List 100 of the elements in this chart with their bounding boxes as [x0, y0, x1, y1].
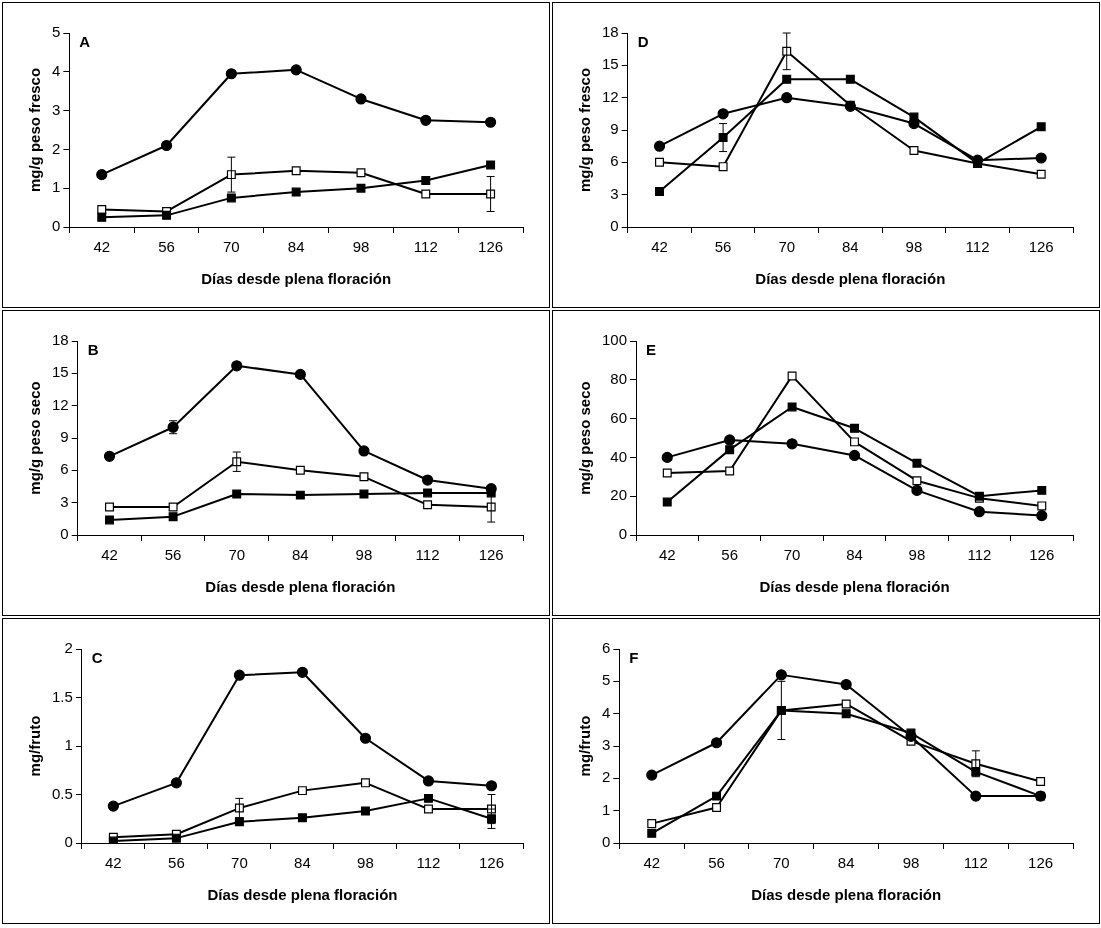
x-tick-label: 112 — [416, 854, 441, 872]
y-tick-label: 6 — [602, 639, 611, 657]
point — [297, 813, 307, 823]
y-tick-label: 9 — [60, 428, 69, 446]
point — [421, 474, 434, 486]
annotation: C — [91, 648, 103, 666]
x-axis-title: Días desde plena floración — [751, 886, 942, 904]
x-tick-label: 84 — [846, 546, 863, 564]
point — [661, 451, 673, 463]
y-tick-label: 40 — [610, 447, 628, 465]
y-tick-label: 1 — [602, 800, 611, 818]
x-tick-label: 42 — [643, 854, 661, 872]
point — [423, 804, 433, 814]
point — [646, 769, 658, 781]
point — [290, 64, 302, 76]
y-tick-label: 3 — [602, 736, 611, 754]
point — [296, 666, 309, 678]
point — [1036, 122, 1046, 132]
y-tick-label: 12 — [602, 87, 619, 105]
x-tick-label: 56 — [158, 238, 175, 256]
point — [168, 512, 178, 522]
point — [225, 68, 237, 80]
point — [359, 732, 372, 744]
point — [105, 502, 114, 512]
point — [421, 189, 431, 199]
x-tick-label: 84 — [842, 238, 859, 256]
x-tick-label: 98 — [905, 238, 923, 256]
x-tick-label: 70 — [778, 238, 796, 256]
x-tick-label: 98 — [908, 546, 926, 564]
point — [850, 437, 859, 447]
point — [655, 186, 664, 196]
x-axis-title: Días desde plena floración — [759, 578, 950, 596]
point — [662, 468, 672, 478]
x-tick-label: 84 — [292, 546, 309, 564]
point — [422, 775, 435, 787]
x-tick-label: 42 — [93, 238, 111, 256]
x-tick-label: 56 — [168, 854, 185, 872]
x-tick-label: 42 — [101, 546, 118, 564]
x-tick-label: 98 — [902, 854, 920, 872]
x-tick-label: 98 — [355, 546, 373, 564]
point — [232, 489, 242, 499]
point — [725, 445, 735, 455]
point — [234, 817, 244, 827]
point — [841, 699, 851, 709]
x-axis-title: Días desde plena floración — [207, 886, 398, 904]
point — [295, 465, 305, 475]
y-tick-label: 4 — [52, 61, 61, 79]
point — [162, 210, 172, 220]
point — [360, 806, 370, 816]
annotation: D — [637, 32, 649, 50]
x-tick-label: 126 — [1028, 238, 1054, 256]
point — [485, 780, 498, 792]
y-tick-label: 2 — [52, 139, 61, 157]
point — [1037, 501, 1047, 511]
point — [423, 500, 433, 510]
x-tick-label: 56 — [164, 546, 182, 564]
y-tick-label: 15 — [602, 55, 619, 73]
point — [171, 833, 181, 843]
y-tick-label: 18 — [52, 331, 69, 349]
y-tick-label: 6 — [610, 152, 619, 170]
point — [487, 814, 496, 824]
point — [725, 466, 735, 476]
point — [168, 502, 178, 512]
point — [297, 786, 307, 796]
x-tick-label: 98 — [357, 854, 374, 872]
point — [107, 800, 119, 812]
point — [840, 678, 852, 691]
point — [647, 819, 657, 829]
point — [724, 434, 736, 446]
x-axis-title: Días desde plena floración — [755, 270, 946, 288]
point — [170, 777, 182, 789]
annotation: B — [87, 340, 99, 358]
x-tick-label: 70 — [223, 238, 240, 256]
y-tick-label: 100 — [602, 331, 628, 349]
x-tick-label: 126 — [478, 238, 504, 256]
x-tick-label: 42 — [651, 238, 668, 256]
x-tick-label: 126 — [1029, 546, 1055, 564]
point — [356, 183, 366, 193]
point — [103, 450, 116, 462]
point — [423, 488, 433, 498]
x-tick-label: 84 — [294, 854, 311, 872]
x-tick-label: 42 — [105, 854, 122, 872]
point — [359, 472, 369, 482]
point — [359, 489, 369, 499]
point — [712, 791, 722, 801]
x-tick-label: 112 — [965, 238, 990, 256]
point — [358, 445, 370, 457]
point — [1036, 777, 1046, 787]
point — [1035, 152, 1047, 164]
point — [662, 497, 672, 507]
y-tick-label: 0.5 — [51, 784, 73, 802]
y-tick-label: 5 — [52, 23, 61, 41]
y-tick-label: 60 — [610, 408, 628, 426]
x-tick-label: 56 — [708, 854, 725, 872]
point — [909, 145, 919, 155]
y-tick-label: 15 — [52, 363, 69, 381]
point — [108, 836, 118, 843]
y-tick-label: 18 — [602, 23, 619, 41]
point — [1036, 510, 1048, 522]
y-tick-label: 80 — [610, 369, 628, 387]
